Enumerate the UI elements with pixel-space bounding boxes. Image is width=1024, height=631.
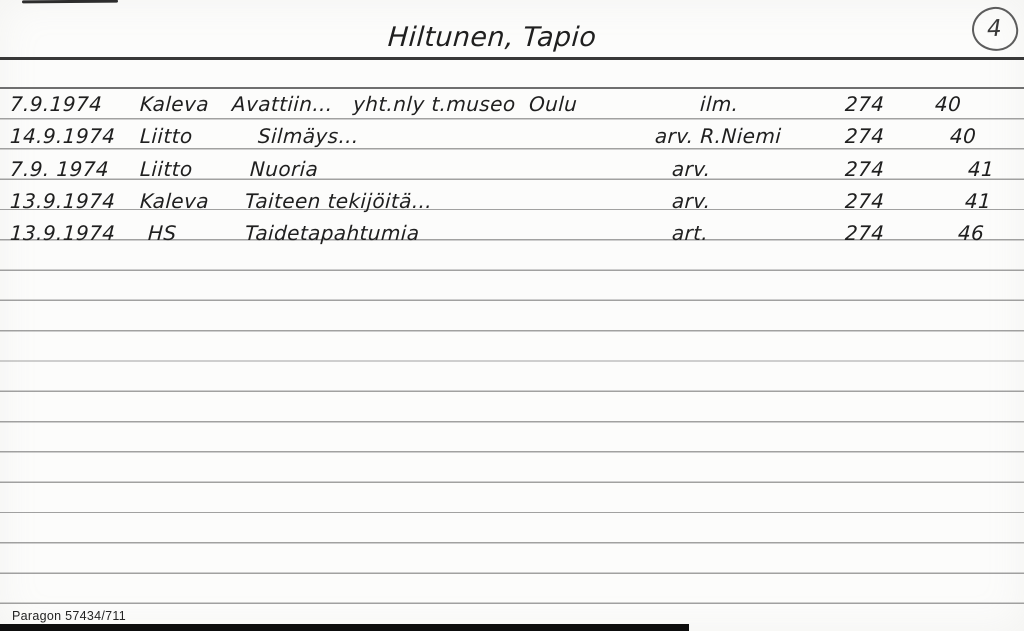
entry-title: Taiteen tekijöitä… (244, 189, 433, 213)
entry-note: arv. (671, 189, 712, 213)
entry-title: Avattiin… yht.nly t.museo Oulu (231, 92, 578, 116)
entry-source: Kaleva (139, 92, 210, 116)
entry-note: art. (671, 221, 709, 245)
entry-title: Silmäys… (257, 124, 360, 148)
entry-code: 274 (844, 124, 886, 148)
entry-date: 7.9.1974 (9, 92, 103, 116)
entry-code: 274 (844, 189, 886, 213)
table-row: 14.9.1974 Liitto Silmäys… arv. R.Niemi 2… (0, 124, 1024, 154)
entry-page: 40 (934, 92, 962, 116)
imprint: Paragon 57434/711 (12, 609, 126, 623)
entry-date: 13.9.1974 (9, 221, 117, 245)
card-title: Hiltunen, Tapio (386, 22, 598, 53)
page-number-circle: 4 (969, 4, 1021, 54)
table-top-rule (0, 87, 1024, 89)
entry-page: 46 (957, 221, 985, 245)
scan-artifact-bottom (0, 624, 689, 631)
scan-artifact-top (21, 0, 119, 4)
entry-note: arv. (671, 157, 712, 181)
ruled-lines (0, 89, 1024, 606)
entry-source: HS (147, 221, 178, 245)
table-row: 13.9.1974 HS Taidetapahtumia art. 274 46 (0, 221, 1024, 251)
page-number: 4 (987, 15, 1003, 43)
entry-page: 41 (964, 189, 992, 213)
entry-date: 7.9. 1974 (9, 157, 110, 181)
entry-date: 13.9.1974 (9, 189, 117, 213)
header-rule (0, 57, 1024, 60)
entry-source: Liitto (139, 157, 194, 181)
table-row: 7.9. 1974 Liitto Nuoria arv. 274 41 (0, 157, 1024, 187)
table-row: 7.9.1974 Kaleva Avattiin… yht.nly t.muse… (0, 92, 1024, 122)
entry-page: 41 (967, 157, 995, 181)
entry-title: Taidetapahtumia (244, 221, 421, 245)
entry-code: 274 (844, 92, 886, 116)
entry-title: Nuoria (249, 157, 319, 181)
entry-date: 14.9.1974 (9, 124, 117, 148)
table-row: 13.9.1974 Kaleva Taiteen tekijöitä… arv.… (0, 189, 1024, 219)
entry-note: ilm. (699, 92, 740, 116)
entry-code: 274 (844, 157, 886, 181)
entry-note: arv. R.Niemi (654, 124, 782, 148)
entry-source: Kaleva (139, 189, 210, 213)
entry-source: Liitto (139, 124, 194, 148)
entry-code: 274 (844, 221, 886, 245)
entry-page: 40 (949, 124, 977, 148)
